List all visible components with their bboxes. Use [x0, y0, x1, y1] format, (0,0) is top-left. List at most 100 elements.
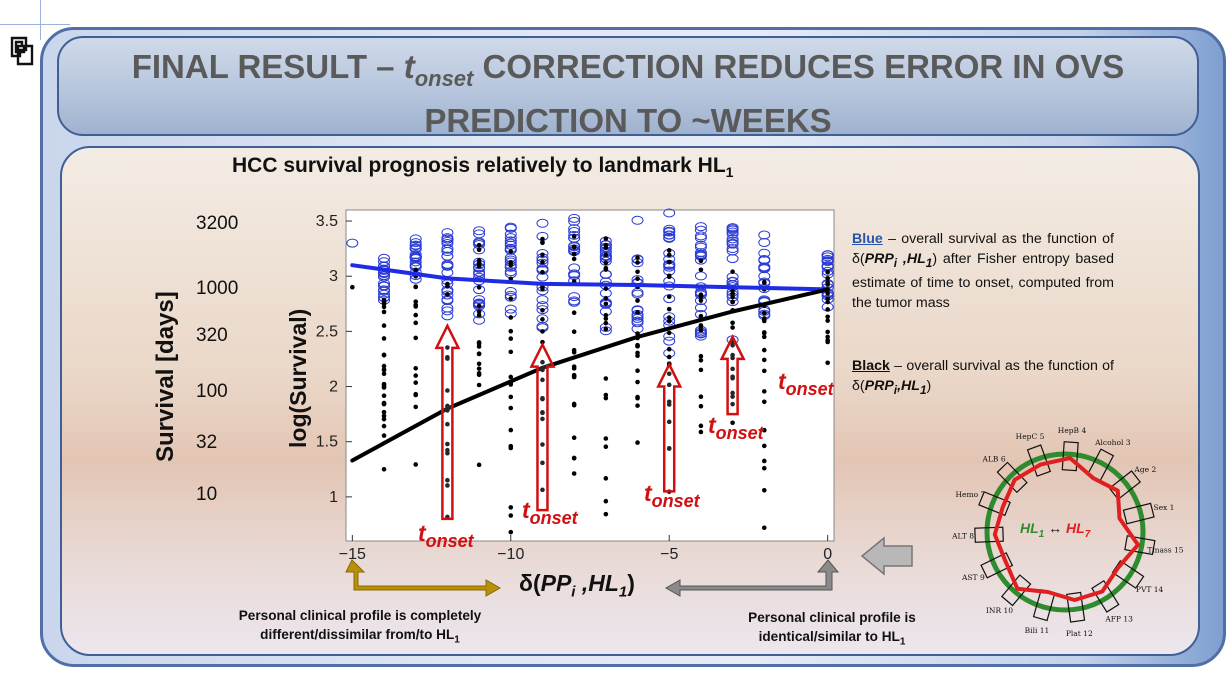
black-point — [698, 267, 704, 273]
y-tick-label: 1 — [329, 489, 338, 506]
radar-axis-label: ALT 8 — [951, 532, 974, 541]
legend-text: ,HL — [897, 378, 920, 394]
blue-point — [409, 257, 422, 267]
black-point — [508, 374, 514, 380]
radar-box — [1091, 580, 1120, 613]
tonset-t: t — [708, 412, 716, 438]
black-point — [666, 346, 672, 352]
caption-similar: Personal clinical profile is identical/s… — [712, 608, 952, 652]
black-point — [381, 336, 387, 341]
tonset-t: t — [778, 368, 786, 394]
blue-point — [441, 259, 454, 269]
blue-point — [663, 208, 676, 218]
black-point — [730, 320, 735, 326]
black-point — [603, 444, 609, 449]
black-point — [350, 284, 355, 290]
x-axis-label-part: i — [571, 583, 576, 601]
black-point — [666, 306, 672, 312]
black-point — [445, 345, 450, 350]
black-point — [413, 380, 419, 385]
black-point — [381, 401, 387, 406]
black-point — [761, 280, 767, 286]
blue-point — [441, 290, 454, 300]
black-point — [730, 394, 735, 399]
black-point — [635, 353, 640, 359]
radar-box — [1122, 502, 1155, 525]
black-point — [571, 329, 577, 334]
black-point — [413, 284, 419, 289]
panel-subtitle-sub: 1 — [725, 164, 734, 181]
black-point — [508, 315, 514, 320]
black-point — [508, 328, 514, 334]
tonset-sub: onset — [425, 531, 474, 551]
black-point — [761, 427, 767, 433]
y-tick-label: 1.5 — [316, 434, 338, 451]
black-point — [666, 252, 672, 258]
left-block-arrow-icon — [860, 536, 913, 576]
blue-point — [726, 234, 739, 244]
radar-center-arrow: ↔ — [1048, 520, 1063, 536]
legend-blue: Blue – overall survival as the function … — [852, 229, 1114, 313]
panel-subtitle: HCC survival prognosis relatively to lan… — [232, 154, 733, 180]
black-point — [761, 458, 767, 464]
black-point — [666, 371, 672, 377]
blue-point — [536, 295, 549, 305]
title-part: CORRECTION REDUCES ERROR IN OVS — [473, 48, 1125, 85]
blue-fit-line — [350, 263, 830, 292]
guide-line-horizontal — [0, 24, 70, 25]
black-point — [730, 299, 735, 305]
tonset-t: t — [418, 520, 426, 546]
radar-axis-label: Bili 11 — [1025, 626, 1050, 635]
black-point — [730, 269, 735, 275]
black-point — [666, 273, 672, 279]
black-point — [825, 307, 830, 312]
caption-text: Personal clinical profile is completely — [238, 608, 482, 623]
caption-text: different/dissimilar from/to HL — [260, 627, 455, 642]
black-point — [476, 382, 482, 388]
black-point — [666, 354, 672, 360]
black-point — [381, 433, 387, 438]
tonset-arrow — [434, 323, 461, 521]
radar-axis-label: Hemo 7 — [956, 490, 986, 499]
radar-center-red-sub: 7 — [1084, 528, 1091, 540]
black-point — [571, 471, 577, 476]
blue-point — [504, 238, 517, 248]
blue-point — [473, 269, 486, 279]
x-tick-label: −15 — [339, 546, 366, 563]
black-point — [476, 247, 482, 253]
caption-text: identical/similar to HL — [758, 629, 900, 644]
black-point — [540, 252, 545, 258]
black-point — [698, 394, 704, 400]
black-point — [730, 375, 735, 381]
blue-point — [726, 244, 739, 254]
blue-point — [663, 226, 676, 236]
black-point — [603, 316, 609, 321]
black-point — [761, 465, 767, 471]
x-axis-label-part: ,HL — [575, 570, 619, 596]
black-point — [730, 288, 735, 294]
legend-text: i — [893, 382, 898, 397]
black-point — [666, 419, 672, 425]
survival-tick: 32 — [196, 432, 218, 453]
black-point — [476, 366, 482, 371]
black-point — [666, 259, 672, 265]
radar-center-label: HL1 ↔ HL7 — [1020, 520, 1090, 540]
tonset-arrow — [529, 341, 556, 512]
blue-point — [599, 251, 612, 261]
black-point — [698, 357, 704, 363]
black-point — [698, 403, 704, 409]
black-point — [540, 487, 545, 493]
x-tick-label: −10 — [497, 546, 524, 563]
black-point — [508, 505, 514, 510]
blue-point — [821, 266, 834, 276]
black-point — [603, 252, 609, 258]
black-point — [761, 347, 767, 353]
black-point — [540, 442, 545, 447]
black-point — [635, 276, 640, 282]
legend-text: – overall survival as the function of δ( — [852, 358, 1114, 394]
black-point — [508, 427, 514, 433]
black-point — [445, 356, 450, 361]
black-point — [603, 295, 609, 301]
black-point — [730, 294, 735, 300]
black-point — [603, 286, 609, 291]
